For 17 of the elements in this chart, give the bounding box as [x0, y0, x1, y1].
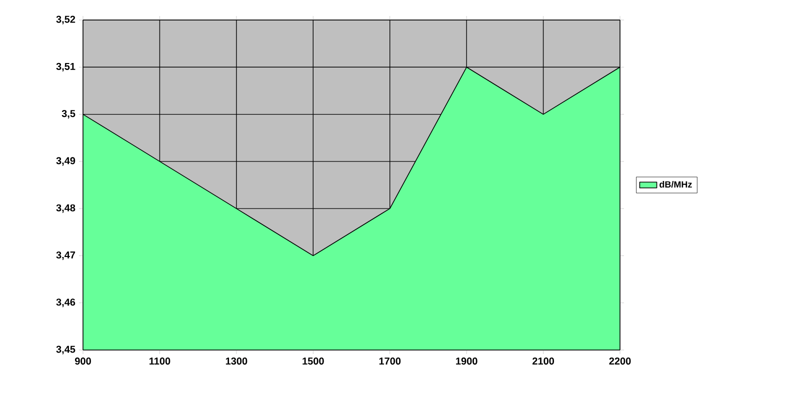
x-tick-label: 900 [75, 358, 91, 365]
y-tick-label: 3,52 [56, 16, 76, 24]
y-tick-label: 3,49 [56, 157, 76, 166]
y-tick-label: 3,48 [56, 204, 76, 213]
y-tick-label: 3,51 [56, 62, 76, 72]
y-tick-label: 3,46 [56, 298, 76, 308]
x-tick-label: 1700 [379, 358, 401, 365]
x-tick-label: 2100 [532, 358, 554, 365]
x-tick-label: 1300 [226, 358, 248, 365]
y-tick-label: 3,45 [56, 346, 76, 354]
legend-label: dB/MHz [660, 180, 692, 188]
x-tick-label: 1900 [456, 358, 478, 365]
x-tick-label: 1100 [149, 358, 170, 365]
x-tick-label: 2200 [609, 358, 631, 365]
y-tick-label: 3,5 [62, 110, 76, 119]
x-tick-label: 1500 [302, 358, 324, 365]
y-tick-label: 3,47 [56, 251, 76, 260]
